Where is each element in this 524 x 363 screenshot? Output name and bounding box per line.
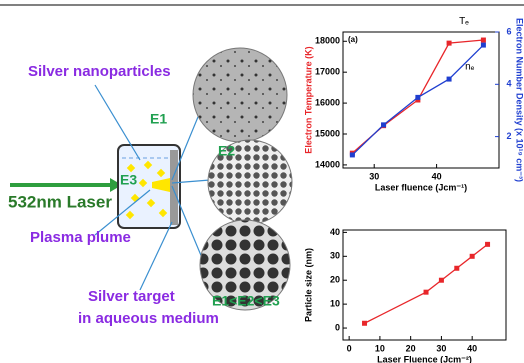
label-medium: in aqueous medium xyxy=(78,310,219,327)
silver-target xyxy=(170,150,178,225)
y2-tick-label: 2 xyxy=(506,131,511,141)
data-point xyxy=(447,41,452,46)
label-target: Silver target xyxy=(88,288,175,305)
label-e1: E1 xyxy=(150,111,167,127)
series-label: Tₑ xyxy=(459,16,469,27)
data-point xyxy=(424,290,429,295)
label-e2: E2 xyxy=(218,143,235,159)
y-tick-label: 10 xyxy=(330,299,340,309)
y-tick-label: 0 xyxy=(335,322,340,332)
y-axis-label: Particle size (nm) xyxy=(303,248,313,322)
plot-frame xyxy=(343,230,506,340)
annotation: (a) xyxy=(348,35,358,44)
data-point xyxy=(381,122,386,127)
x-tick-label: 40 xyxy=(467,343,477,353)
data-point xyxy=(485,242,490,247)
y-tick-label: 18000 xyxy=(315,36,340,46)
y2-tick-label: 4 xyxy=(506,79,511,89)
data-point xyxy=(447,77,452,82)
label-laser: 532nm Laser xyxy=(8,192,112,211)
x-tick-label: 0 xyxy=(347,343,352,353)
data-point xyxy=(415,95,420,100)
label-relation: E1<E2<E3 xyxy=(212,293,280,309)
y-tick-label: 17000 xyxy=(315,67,340,77)
label-e3: E3 xyxy=(120,172,137,188)
data-point xyxy=(454,266,459,271)
figure: Silver nanoparticles 532nm Laser Plasma … xyxy=(0,0,524,363)
x-tick-label: 30 xyxy=(369,171,379,181)
y-tick-label: 16000 xyxy=(315,97,340,107)
series-line xyxy=(365,244,488,323)
y2-axis-label: Electron Number Density (x 10¹⁹ cm⁻³) xyxy=(515,18,524,182)
y2-tick-label: 6 xyxy=(506,26,511,36)
diagram: Silver nanoparticles 532nm Laser Plasma … xyxy=(8,48,292,327)
data-point xyxy=(481,38,486,43)
x-tick-label: 10 xyxy=(375,343,385,353)
data-point xyxy=(470,254,475,259)
y-tick-label: 15000 xyxy=(315,128,340,138)
data-point xyxy=(439,278,444,283)
tem-image-e1 xyxy=(193,48,287,142)
x-axis-label: Laser fluence (Jcm⁻¹) xyxy=(375,182,467,192)
data-point xyxy=(350,152,355,157)
x-axis-label: Laser Fluence (Jcm⁻²) xyxy=(377,354,472,363)
label-plume: Plasma plume xyxy=(30,229,131,246)
label-nanoparticles: Silver nanoparticles xyxy=(28,63,171,80)
y-tick-label: 20 xyxy=(330,275,340,285)
x-tick-label: 30 xyxy=(436,343,446,353)
y-tick-label: 40 xyxy=(330,227,340,237)
x-tick-label: 40 xyxy=(432,171,442,181)
y-axis-label: Electron Temperature (K) xyxy=(303,46,313,153)
data-point xyxy=(362,321,367,326)
data-point xyxy=(481,43,486,48)
series-label: nₑ xyxy=(465,62,475,73)
x-tick-label: 20 xyxy=(406,343,416,353)
y-tick-label: 30 xyxy=(330,251,340,261)
y-tick-label: 14000 xyxy=(315,159,340,169)
